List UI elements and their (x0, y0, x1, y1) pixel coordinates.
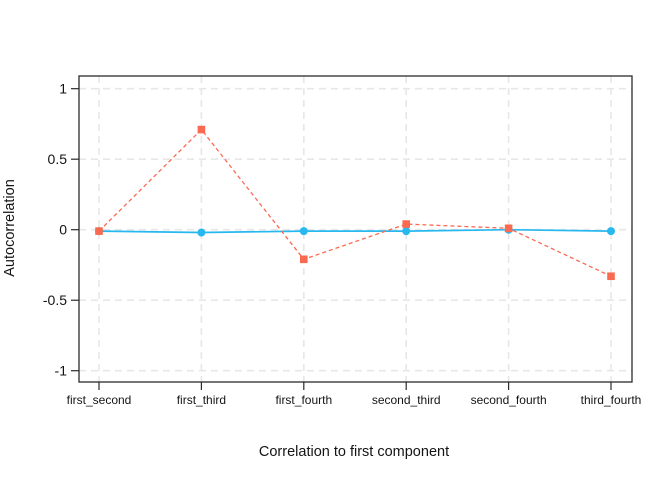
data-point-circle (402, 227, 411, 236)
data-point-square (504, 224, 513, 233)
x-axis-title: Correlation to first component (258, 444, 450, 460)
x-tick-label: second_fourth (471, 393, 547, 407)
data-point-square (402, 220, 410, 228)
data-point-square (300, 255, 308, 264)
data-point-circle (299, 227, 308, 236)
x-tick-label: first_third (177, 393, 226, 407)
y-axis-title: Autocorrelation (2, 179, 18, 277)
x-tick-label: second_third (372, 393, 441, 407)
series-line-blue_solid_circles (98, 228, 612, 234)
data-point-square (197, 125, 206, 134)
data-point-square (607, 272, 615, 281)
data-point-square (95, 227, 103, 235)
x-tick-label: first_fourth (275, 393, 332, 407)
y-tick-label: 0.5 (48, 151, 68, 167)
y-tick-label: 1 (59, 81, 67, 97)
data-point-circle (197, 228, 206, 237)
x-tick-label: third_fourth (581, 393, 642, 407)
data-point-circle (607, 227, 615, 236)
y-tick-label: -1 (55, 363, 68, 379)
x-tick-label: first_second (67, 393, 132, 407)
plot-border (78, 75, 633, 383)
series-line-red_dashed_squares (98, 128, 612, 277)
y-tick-label: 0 (59, 222, 67, 238)
y-tick-label: -0.5 (43, 292, 67, 308)
